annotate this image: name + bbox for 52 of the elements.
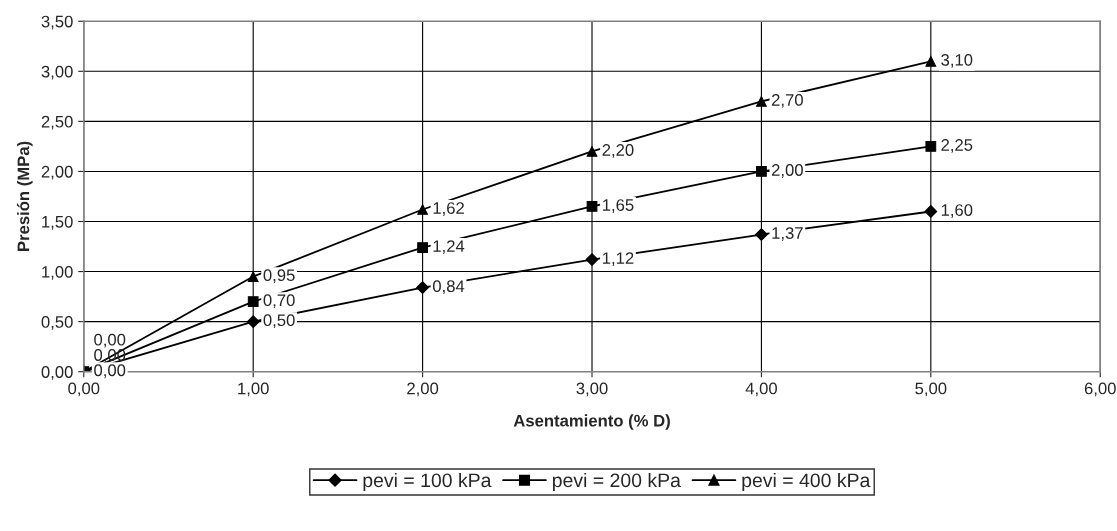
data-label: 1,60 — [941, 204, 973, 218]
data-label: 0,70 — [263, 294, 295, 309]
data-label: 2,25 — [941, 139, 973, 153]
y-tick-label: 1,50 — [42, 215, 73, 230]
point — [247, 296, 259, 307]
data-label: 0,95 — [263, 269, 295, 284]
y-tick-label: 2,00 — [41, 165, 73, 180]
data-label: 1,12 — [603, 252, 634, 266]
data-label: 1,37 — [772, 227, 803, 241]
point — [925, 55, 937, 67]
data-label: 2,00 — [771, 164, 803, 178]
data-label: 0,00 — [94, 364, 126, 379]
x-axis-title: Asentamiento (% D) — [513, 414, 670, 430]
x-tick-label: 1,00 — [238, 382, 269, 397]
data-label: 0,00 — [94, 333, 126, 348]
data-label: 2,20 — [602, 144, 634, 158]
point — [247, 271, 259, 282]
y-tick-label: 3,00 — [41, 65, 73, 80]
point — [924, 205, 938, 218]
point — [417, 242, 428, 253]
x-tick-label: 2,00 — [407, 382, 439, 397]
y-tick-label: 3,50 — [41, 15, 73, 30]
x-tick-label: 3,00 — [576, 382, 608, 397]
point — [756, 166, 767, 177]
point — [756, 95, 767, 107]
data-label: 1,24 — [433, 240, 465, 254]
y-tick-label: 0,00 — [41, 366, 73, 380]
x-tick-label: 0,00 — [68, 382, 100, 397]
data-label: 1,65 — [603, 199, 634, 213]
data-label: 1,62 — [433, 202, 464, 216]
point — [417, 204, 428, 215]
point — [586, 201, 598, 212]
data-label: 0,84 — [432, 280, 465, 295]
point — [416, 281, 430, 294]
y-tick-label: 0,50 — [41, 316, 73, 330]
x-tick-label: 4,00 — [745, 382, 777, 397]
y-tick-label: 1,00 — [42, 265, 73, 280]
point — [925, 141, 937, 152]
legend-label: pevi = 200 kPa — [552, 472, 681, 492]
legend-label: pevi = 400 kPa — [742, 472, 871, 492]
point — [586, 146, 598, 157]
data-label: 0,50 — [263, 314, 295, 329]
data-label: 2,70 — [771, 94, 803, 108]
legend-label: pevi = 100 kPa — [363, 472, 492, 492]
point — [246, 315, 260, 329]
y-tick-label: 2,50 — [41, 115, 73, 130]
point — [755, 228, 768, 241]
data-label: 3,10 — [941, 53, 973, 68]
y-axis-title: Presión (MPa) — [16, 141, 33, 251]
point — [585, 253, 599, 266]
x-tick-label: 6,00 — [1084, 382, 1116, 397]
x-tick-label: 5,00 — [915, 382, 947, 397]
